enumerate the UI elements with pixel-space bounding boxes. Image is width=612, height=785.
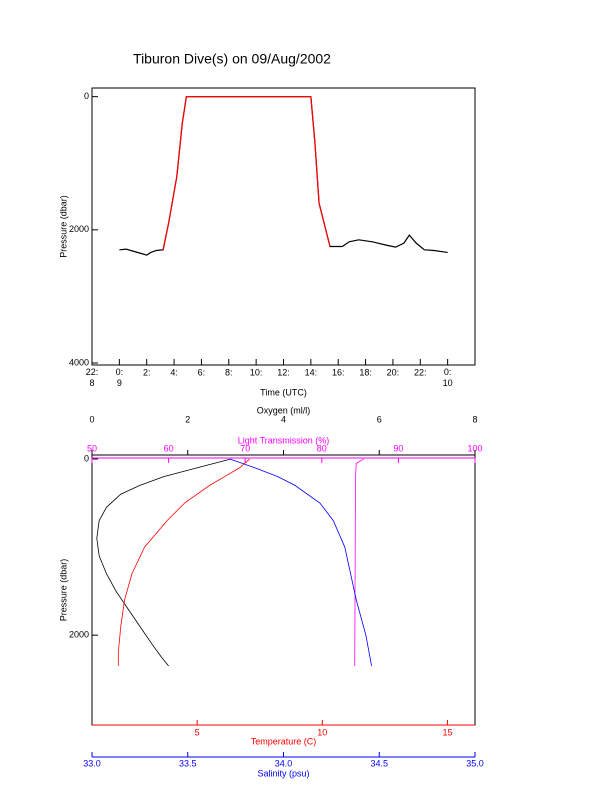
x-tick-label: 22: (414, 367, 427, 377)
x-tick-label: 8: (225, 367, 233, 377)
x-tick-label: 80 (317, 443, 327, 453)
y-axis-label: Pressure (dbar) (58, 559, 68, 622)
x-tick-label: 4 (281, 414, 286, 424)
x-axis-label: Oxygen (ml/l) (257, 405, 311, 415)
y-axis-label: Pressure (dbar) (58, 195, 68, 258)
x-tick-label: 0: 10 (443, 367, 453, 388)
x-tick-label: 8 (472, 414, 477, 424)
x-tick-label: 6 (377, 414, 382, 424)
data-line (96, 458, 231, 667)
data-line (229, 458, 372, 667)
x-axis-label: Salinity (psu) (257, 768, 309, 778)
x-tick-label: 6: (198, 367, 206, 377)
x-tick-label: 4: (170, 367, 178, 377)
y-tick-label: 4000 (69, 357, 89, 367)
x-tick-label: 35.0 (466, 758, 484, 768)
data-line (354, 458, 365, 666)
x-tick-label: 12: (277, 367, 290, 377)
x-axis-label: Temperature (C) (251, 736, 317, 746)
x-tick-label: 34.0 (275, 758, 293, 768)
x-tick-label: 70 (240, 443, 250, 453)
x-tick-label: 18: (359, 367, 372, 377)
x-tick-label: 60 (164, 443, 174, 453)
x-tick-label: 5 (195, 727, 200, 737)
x-tick-label: 90 (393, 443, 403, 453)
x-tick-label: 34.5 (370, 758, 388, 768)
x-tick-label: 10 (317, 727, 327, 737)
data-line (119, 96, 448, 256)
x-tick-label: 33.5 (179, 758, 197, 768)
y-tick-label: 2000 (69, 630, 89, 640)
chart-title: Tiburon Dive(s) on 09/Aug/2002 (133, 51, 331, 67)
x-tick-label: 22: 8 (86, 367, 99, 388)
x-tick-label: 2: (143, 367, 151, 377)
y-tick-label: 0 (84, 453, 89, 463)
x-tick-label: 14: (305, 367, 318, 377)
data-line (162, 96, 331, 250)
plot-frame (91, 87, 476, 366)
x-tick-label: 15 (442, 727, 452, 737)
x-tick-label: 0 (89, 414, 94, 424)
x-tick-label: 2 (185, 414, 190, 424)
x-axis-label: Light Transmission (%) (238, 435, 330, 445)
data-line (117, 458, 250, 666)
x-tick-label: 100 (467, 443, 482, 453)
x-tick-label: 20: (387, 367, 400, 377)
x-tick-label: 33.0 (83, 758, 101, 768)
x-tick-label: 10: (250, 367, 263, 377)
y-tick-label: 0 (84, 91, 89, 101)
plot-frame (91, 454, 476, 726)
x-tick-label: 50 (87, 443, 97, 453)
x-axis-label: Time (UTC) (260, 387, 307, 397)
x-tick-label: 16: (332, 367, 345, 377)
x-tick-label: 0: 9 (116, 367, 124, 388)
y-tick-label: 2000 (69, 224, 89, 234)
